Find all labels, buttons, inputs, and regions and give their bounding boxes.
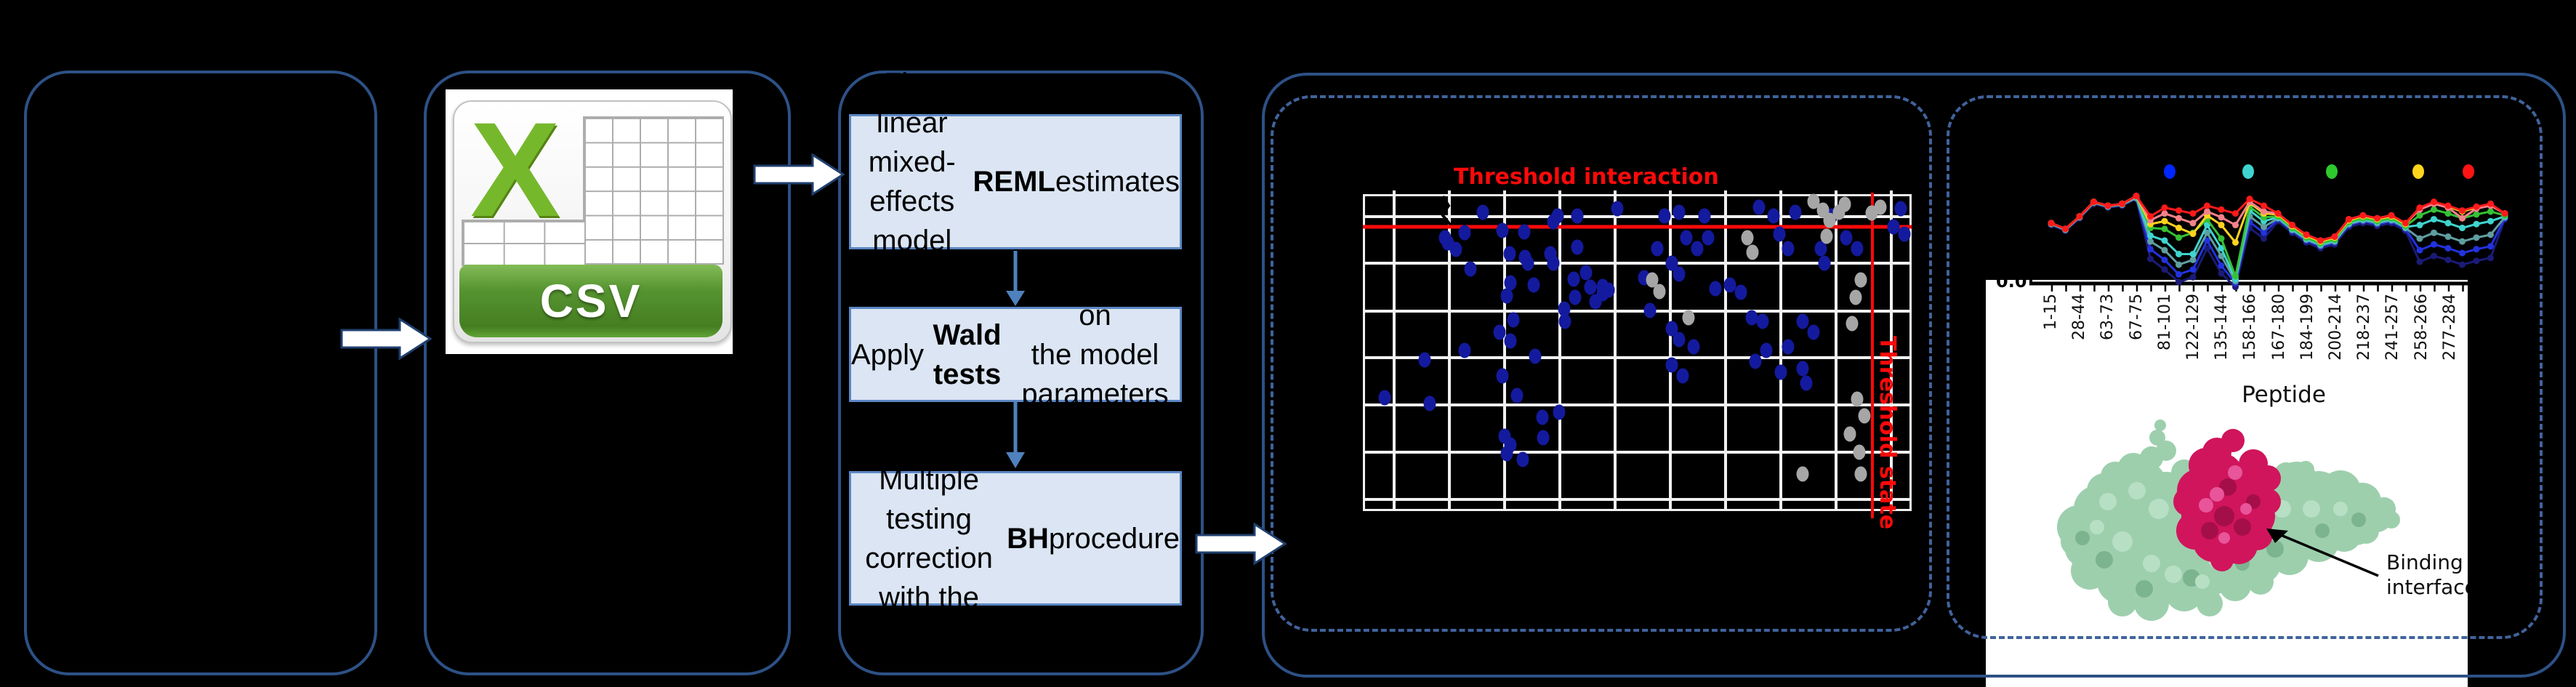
- flow-arrow-1-icon: [340, 318, 432, 361]
- csv-banner: CSV: [459, 265, 723, 337]
- flow-step-reml: Fit a linear mixed- effects model with R…: [849, 68, 1182, 296]
- flow-step-wald: Apply Wald tests on the model parameters: [849, 300, 1182, 410]
- legend-dot-red: [2463, 164, 2474, 179]
- threshold-scatter-plot: [1363, 190, 1912, 518]
- protein-structure-image: [2057, 419, 2400, 621]
- csv-file-image: X CSV: [446, 89, 733, 354]
- x-axis-title: Peptide: [2242, 382, 2326, 408]
- panel-csv: [424, 71, 791, 675]
- down-arrow-2-icon: [1006, 401, 1025, 468]
- panel-input-data: [24, 71, 377, 675]
- spreadsheet-grid-small: [462, 220, 586, 266]
- y-axis-tick-label: 0.0: [1996, 280, 2027, 292]
- scatter-vertical-label: Threshold state: [1875, 336, 1900, 530]
- down-arrow-1-icon: [1006, 251, 1025, 306]
- legend-dot-yellow: [2412, 164, 2424, 179]
- scatter-title: Threshold interaction: [1454, 164, 1719, 190]
- panel-statistics-flow: [838, 71, 1204, 675]
- spreadsheet-grid-large: [583, 116, 724, 265]
- binding-arrow-icon: [2266, 529, 2379, 577]
- flow-arrow-2-icon: [753, 153, 845, 196]
- legend-dot-blue: [2164, 164, 2175, 179]
- legend-dot-green: [2326, 164, 2338, 179]
- uptake-line-chart: [2048, 193, 2508, 291]
- binding-interface-annotation: Binding interface: [2386, 550, 2468, 600]
- flow-arrow-3-icon: [1195, 523, 1287, 566]
- uptake-labels-area: 0.0 1-15 28-44 63-73 67-75 81-101 122-129 135-…: [1986, 280, 2468, 687]
- x-axis: [2029, 280, 2468, 292]
- flow-step-bh: Multiple testing correction with the BH …: [849, 464, 1182, 614]
- excel-x-glyph: X: [470, 95, 560, 245]
- legend-dot-cyan: [2242, 164, 2254, 179]
- csv-file-icon: X CSV: [453, 100, 732, 343]
- csv-banner-label: CSV: [539, 275, 643, 327]
